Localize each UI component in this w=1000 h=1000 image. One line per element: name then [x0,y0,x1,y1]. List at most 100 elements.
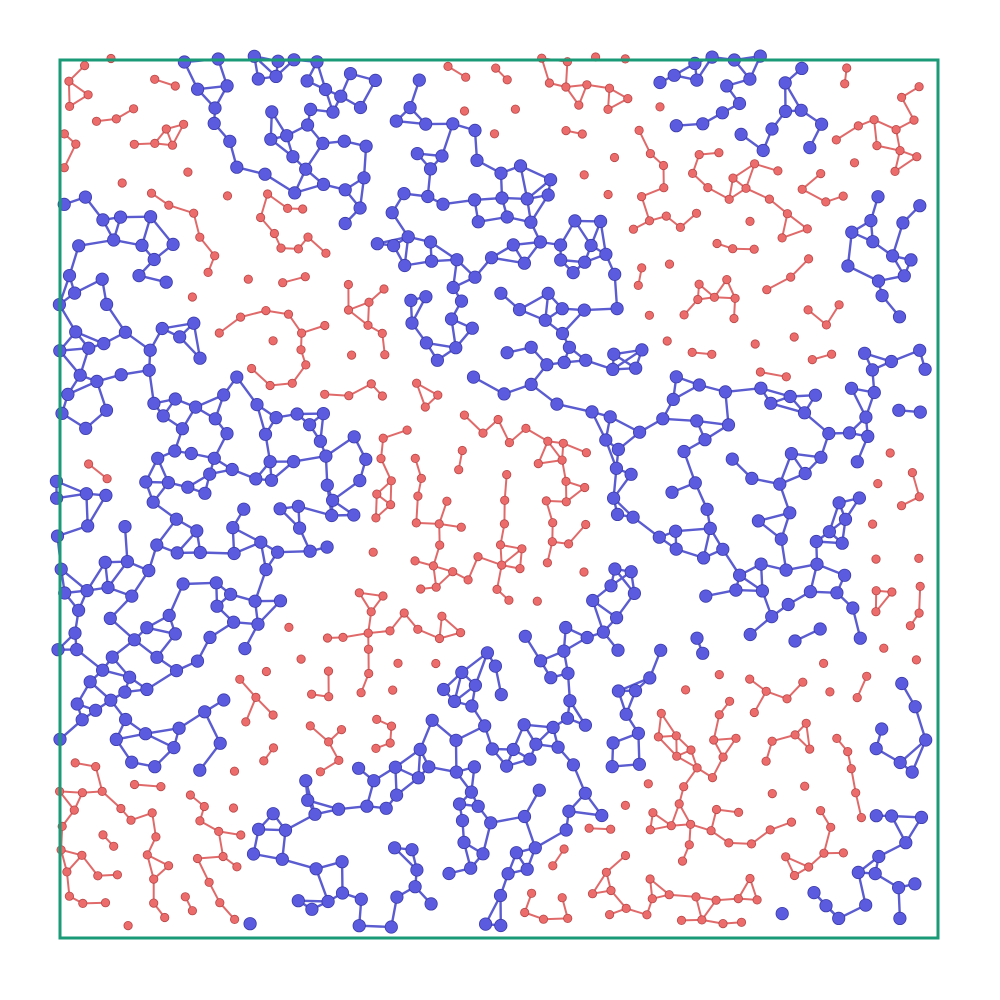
blue-node [113,210,128,224]
red-node [259,756,269,766]
red-node [235,674,245,684]
blue-node [118,325,133,339]
blue-node [721,418,736,432]
blue-node [918,362,932,376]
blue-node [814,450,828,464]
red-node [867,519,878,529]
blue-node [162,608,176,623]
blue-node [819,899,833,913]
blue-node [166,237,180,251]
blue-node [524,377,538,391]
red-node [909,115,919,125]
blue-node [198,705,212,719]
blue-node [732,96,747,111]
red-node [385,738,395,748]
blue-node [467,193,482,207]
blue-node [397,187,411,201]
blue-node [72,239,86,253]
blue-node [628,684,643,698]
blue-node [533,654,548,668]
red-node [645,149,656,159]
red-node [410,453,420,463]
blue-node [140,621,154,635]
red-node [366,379,376,389]
red-node [538,914,549,924]
blue-node [690,414,704,428]
blue-node [551,740,565,754]
blue-node [494,918,508,933]
red-node [789,870,800,881]
red-node [102,474,112,484]
blue-node [436,197,450,211]
blue-node [643,671,657,685]
red-node [431,582,441,592]
blue-node [765,609,779,624]
blue-node [914,810,929,825]
blue-node [596,625,611,639]
blue-node [899,836,913,850]
red-node [116,803,126,814]
blue-node [82,341,96,355]
blue-node [217,388,231,402]
blue-node [494,166,508,180]
red-node [284,622,294,633]
blue-node [449,733,463,747]
blue-node [143,343,157,357]
blue-node [72,603,86,617]
blue-node [252,822,266,836]
red-node [707,772,718,783]
blue-node [357,171,371,185]
blue-node [872,849,886,864]
blue-node [797,406,812,420]
red-node [561,126,571,136]
blue-node [822,525,837,539]
blue-node [55,406,69,420]
blue-node [424,897,438,911]
red-node [156,781,166,792]
blue-node [528,841,542,855]
blue-node [652,530,666,544]
blue-node [316,177,331,191]
blue-node [798,466,812,481]
blue-node [161,475,175,490]
red-node [656,708,666,719]
red-node [677,856,688,866]
blue-node [754,557,768,571]
blue-node [611,442,626,456]
blue-node [690,631,704,645]
red-node [320,320,330,331]
blue-node [605,759,619,774]
red-node [871,586,881,596]
blue-node [388,760,402,774]
red-node [306,689,317,699]
red-node [580,482,590,493]
blue-node [629,361,643,375]
blue-node [669,542,683,556]
blue-node [606,362,620,376]
blue-node [413,742,427,757]
red-node [873,478,883,489]
blue-node [103,611,117,626]
red-node [142,850,152,860]
red-node [502,469,512,480]
red-node [150,74,160,84]
red-node [745,216,755,226]
red-node [129,779,140,790]
blue-node [698,433,712,447]
red-node [543,436,553,446]
red-node [437,611,447,621]
blue-node [871,190,885,204]
red-node [749,159,760,169]
red-node [786,272,796,282]
blue-node [50,529,65,543]
red-node [633,280,643,290]
blue-node [300,74,314,88]
blue-node [619,707,633,721]
red-node [416,584,426,594]
blue-node [177,55,191,69]
blue-node [484,251,499,265]
blue-node [127,633,141,647]
red-node [584,823,594,833]
blue-node [335,886,350,900]
blue-node [291,894,305,908]
